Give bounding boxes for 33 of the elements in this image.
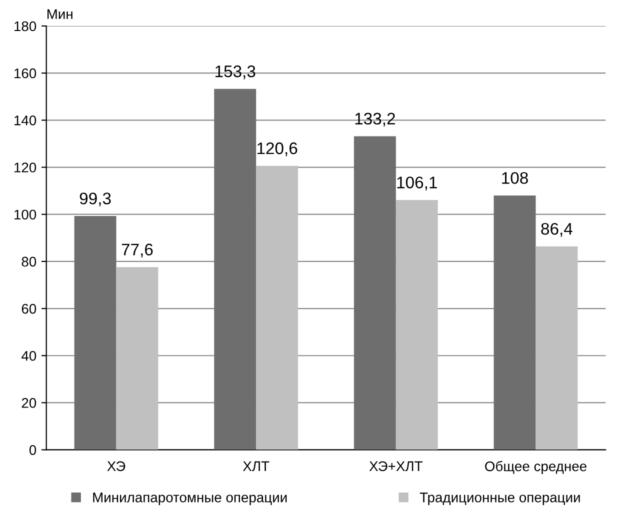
bar (536, 246, 578, 450)
y-tick-label: 120 (14, 162, 36, 172)
bar (494, 196, 536, 450)
y-tick-label: 40 (22, 350, 36, 361)
data-label: 120,6 (257, 142, 298, 156)
data-label: 133,2 (355, 112, 395, 127)
bar (116, 267, 158, 450)
x-tick-label: ХЭ+ХЛТ (369, 461, 422, 472)
x-tick-label: Общее среднее (485, 460, 586, 474)
y-axis-title: Мин (47, 9, 72, 19)
bar (74, 216, 116, 450)
data-label: 86,4 (541, 222, 572, 237)
y-tick-label: 100 (14, 210, 36, 220)
x-tick-label: ХЛТ (242, 461, 270, 472)
y-tick-label: 60 (22, 304, 36, 314)
bar (396, 200, 438, 450)
data-label: 106,1 (397, 176, 437, 190)
data-label: 108 (502, 172, 528, 184)
y-tick-label: 80 (22, 256, 36, 267)
legend-label: Традиционные операции (420, 492, 580, 506)
legend-label: Минилапаротомные операции (93, 492, 287, 506)
y-tick-label: 0 (29, 445, 36, 455)
y-tick-label: 20 (22, 398, 36, 408)
y-tick-label: 160 (14, 68, 36, 78)
data-label: 77,6 (122, 244, 153, 258)
bar (354, 136, 396, 450)
x-tick-label: ХЭ (107, 461, 126, 472)
data-label: 153,3 (216, 65, 256, 80)
y-tick-label: 180 (14, 21, 36, 32)
bar (214, 88, 256, 450)
bar (256, 166, 298, 450)
y-tick-label: 140 (14, 116, 36, 126)
data-label: 99,3 (80, 192, 111, 206)
